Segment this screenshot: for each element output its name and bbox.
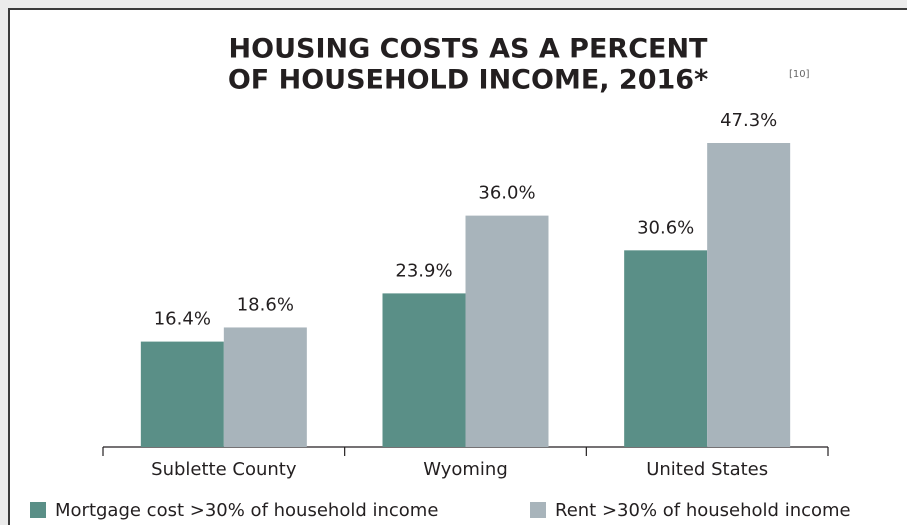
data-label: 23.9% — [395, 260, 452, 281]
bar — [382, 293, 466, 447]
x-tick-label: Sublette County — [151, 459, 297, 480]
bar — [465, 215, 549, 447]
title-note: [10] — [789, 69, 810, 80]
legend-label: Rent >30% of household income — [555, 500, 851, 521]
bar — [223, 327, 307, 447]
legend-label: Mortgage cost >30% of household income — [55, 500, 438, 521]
chart-title: HOUSING COSTS AS A PERCENT — [229, 34, 709, 65]
data-label: 18.6% — [237, 294, 294, 315]
x-tick-label: Wyoming — [423, 459, 508, 480]
bar — [707, 143, 791, 447]
data-label: 36.0% — [478, 183, 535, 204]
x-tick-label: United States — [646, 459, 768, 480]
data-label: 16.4% — [154, 309, 211, 330]
legend-swatch — [530, 502, 546, 518]
bar — [624, 250, 708, 447]
data-label: 30.6% — [637, 217, 694, 238]
chart-title: OF HOUSEHOLD INCOME, 2016* — [228, 65, 708, 96]
data-label: 47.3% — [720, 110, 777, 131]
bar — [140, 341, 224, 447]
legend-swatch — [30, 502, 46, 518]
